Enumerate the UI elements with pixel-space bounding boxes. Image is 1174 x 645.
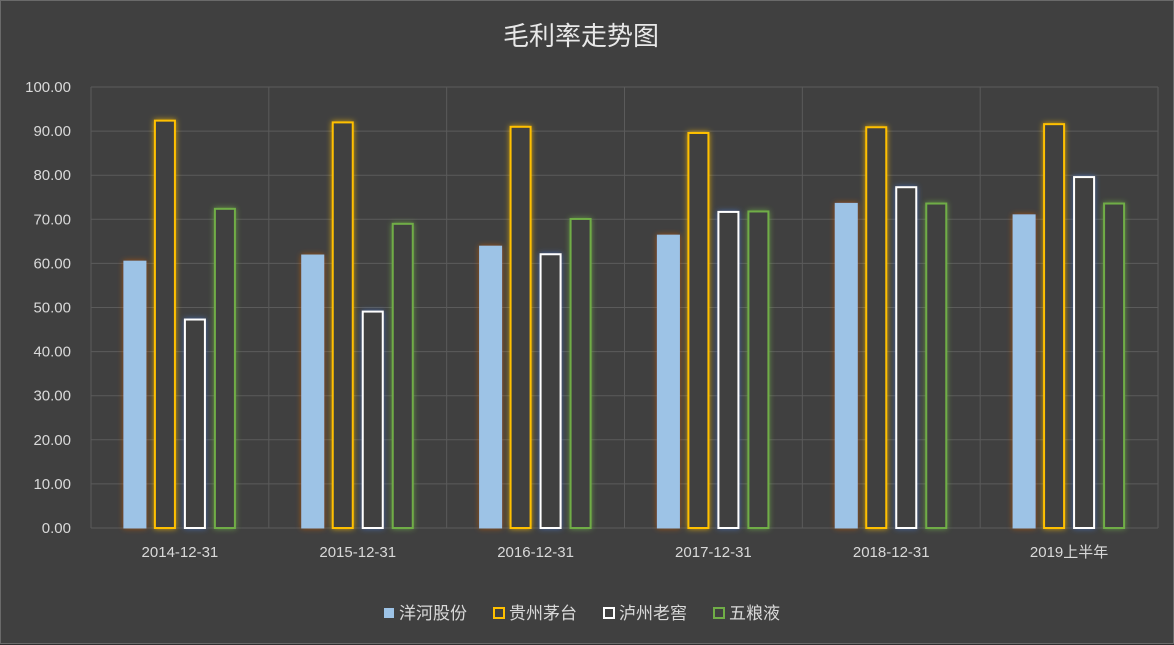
y-tick-label: 50.00 xyxy=(33,300,71,317)
bar-泸州老窖-2016-12-31 xyxy=(539,253,562,530)
bar-五粮液-2016-12-31 xyxy=(569,217,592,530)
legend-swatch xyxy=(493,607,505,619)
legend-label: 贵州茅台 xyxy=(509,604,577,624)
y-tick-label: 20.00 xyxy=(33,432,71,449)
legend-item: 泸州老窖 xyxy=(603,604,687,624)
y-tick-label: 70.00 xyxy=(33,211,71,228)
bar-五粮液-2019上半年 xyxy=(1103,202,1126,530)
bar-洋河股份-2015-12-31 xyxy=(301,254,325,529)
bar-layer xyxy=(123,119,1126,530)
y-axis-ticks: 0.00 10.00 20.00 30.00 40.00 50.00 60.00 70.00 8… xyxy=(25,79,71,537)
x-tick-label: 2018-12-31 xyxy=(853,544,930,561)
bar-洋河股份-2019上半年 xyxy=(1012,214,1036,529)
bar-泸州老窖-2017-12-31 xyxy=(717,210,740,530)
bar-贵州茅台-2018-12-31 xyxy=(865,126,888,530)
x-axis-ticks: 2014-12-31 2015-12-31 2016-12-31 2017-12-31… xyxy=(142,544,1109,561)
y-tick-label: 30.00 xyxy=(33,388,71,405)
bar-贵州茅台-2016-12-31 xyxy=(509,125,532,529)
bar-五粮液-2017-12-31 xyxy=(747,210,770,529)
bar-洋河股份-2017-12-31 xyxy=(656,234,680,529)
y-tick-label: 80.00 xyxy=(33,167,71,184)
bar-贵州茅台-2014-12-31 xyxy=(153,119,176,529)
y-tick-label: 90.00 xyxy=(33,123,71,140)
y-tick-label: 10.00 xyxy=(33,476,71,493)
bar-洋河股份-2018-12-31 xyxy=(834,202,858,529)
legend-item: 洋河股份 xyxy=(384,604,467,624)
bar-贵州茅台-2019上半年 xyxy=(1043,123,1066,530)
bar-贵州茅台-2015-12-31 xyxy=(331,121,354,529)
x-tick-label: 2017-12-31 xyxy=(675,544,752,561)
bar-洋河股份-2014-12-31 xyxy=(123,260,147,529)
x-tick-label: 2015-12-31 xyxy=(319,544,396,561)
legend-swatch xyxy=(603,607,615,619)
bar-泸州老窖-2018-12-31 xyxy=(895,186,918,529)
legend-swatch xyxy=(713,607,725,619)
x-tick-label: 2016-12-31 xyxy=(497,544,574,561)
legend-item: 五粮液 xyxy=(713,604,780,624)
chart-title: 毛利率走势图 xyxy=(503,22,659,52)
legend-label: 洋河股份 xyxy=(399,604,467,624)
grid-layer xyxy=(90,86,1159,529)
legend-item: 贵州茅台 xyxy=(493,604,577,624)
bar-洋河股份-2016-12-31 xyxy=(479,245,503,529)
legend-label: 泸州老窖 xyxy=(619,604,687,624)
y-tick-label: 60.00 xyxy=(33,255,71,272)
y-tick-label: 40.00 xyxy=(33,344,71,361)
legend-label: 五粮液 xyxy=(729,604,780,624)
legend-swatch xyxy=(384,608,394,618)
y-tick-label: 0.00 xyxy=(42,520,71,537)
bar-五粮液-2014-12-31 xyxy=(213,207,236,529)
bar-泸州老窖-2014-12-31 xyxy=(183,318,206,529)
legend: 洋河股份 贵州茅台 泸州老窖 五粮液 xyxy=(384,604,780,624)
x-tick-label: 2019上半年 xyxy=(1030,544,1108,561)
bar-泸州老窖-2019上半年 xyxy=(1073,176,1096,529)
bar-五粮液-2018-12-31 xyxy=(925,202,948,530)
y-tick-label: 100.00 xyxy=(25,79,71,96)
bar-五粮液-2015-12-31 xyxy=(391,222,414,529)
bar-泸州老窖-2015-12-31 xyxy=(361,310,384,529)
bar-贵州茅台-2017-12-31 xyxy=(687,131,710,529)
x-tick-label: 2014-12-31 xyxy=(142,544,219,561)
